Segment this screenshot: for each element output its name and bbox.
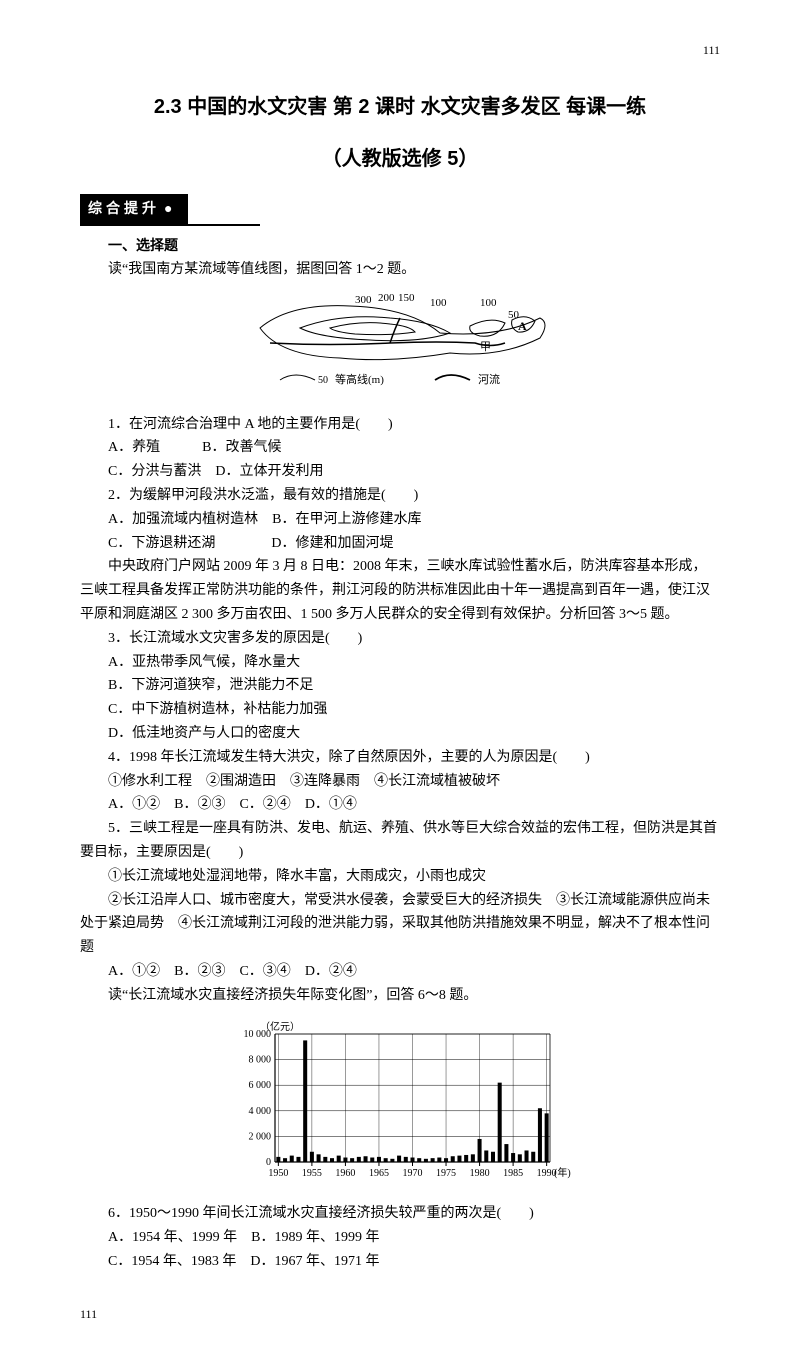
passage2: 中央政府门户网站 2009 年 3 月 8 日电：2008 年末，三峡水库试验性… bbox=[80, 555, 720, 626]
point-A: A bbox=[518, 319, 527, 333]
q6-A: A．1954 年、1999 年 bbox=[108, 1230, 237, 1245]
q3-B: B．下游河道狭窄，泄洪能力不足 bbox=[80, 674, 720, 698]
q4-B: B．②③ bbox=[174, 797, 225, 812]
svg-text:8 000: 8 000 bbox=[249, 1054, 272, 1065]
svg-text:1970: 1970 bbox=[403, 1168, 423, 1179]
q5-D: D．②④ bbox=[305, 964, 357, 979]
page-number-top: 111 bbox=[80, 40, 720, 60]
legend-50: 50 bbox=[318, 375, 328, 386]
svg-text:1960: 1960 bbox=[335, 1168, 355, 1179]
svg-text:4 000: 4 000 bbox=[249, 1105, 272, 1116]
q4-opts: A．①② B．②③ C．②④ D．①④ bbox=[80, 793, 720, 817]
title-sub: （人教版选修 5） bbox=[80, 142, 720, 176]
svg-text:1980: 1980 bbox=[470, 1168, 490, 1179]
svg-text:6 000: 6 000 bbox=[249, 1080, 272, 1091]
q5-item1: ①长江流域地处湿润地带，降水丰富，大雨成灾，小雨也成灾 bbox=[80, 865, 720, 889]
contour-100b: 100 bbox=[480, 297, 497, 309]
q6-B: B．1989 年、1999 年 bbox=[251, 1230, 379, 1245]
q1-opt-row1: A．养殖 B．改善气候 bbox=[80, 436, 720, 460]
q2-D: D．修建和加固河堤 bbox=[271, 536, 393, 551]
contour-200: 200 bbox=[378, 292, 395, 304]
q3-D: D．低洼地资产与人口的密度大 bbox=[80, 722, 720, 746]
q6-opt-row2: C．1954 年、1983 年 D．1967 年、1971 年 bbox=[80, 1250, 720, 1274]
q4-D: D．①④ bbox=[305, 797, 357, 812]
svg-text:1985: 1985 bbox=[503, 1168, 523, 1179]
q2-stem: 2．为缓解甲河段洪水泛滥，最有效的措施是( ) bbox=[80, 484, 720, 508]
q6-stem: 6．1950～1990 年间长江流域水灾直接经济损失较严重的两次是( ) bbox=[80, 1202, 720, 1226]
q6-opt-row1: A．1954 年、1999 年 B．1989 年、1999 年 bbox=[80, 1226, 720, 1250]
svg-text:0: 0 bbox=[266, 1157, 271, 1168]
q5-stem: 5．三峡工程是一座具有防洪、发电、航运、养殖、供水等巨大综合效益的宏伟工程，但防… bbox=[80, 817, 720, 865]
svg-text:2 000: 2 000 bbox=[249, 1131, 272, 1142]
intro3: 读“长江流域水灾直接经济损失年际变化图”，回答 6～8 题。 bbox=[80, 984, 720, 1008]
contour-150: 150 bbox=[398, 292, 415, 304]
q2-C: C．下游退耕还湖 bbox=[108, 536, 215, 551]
q3-A: A．亚热带季风气候，降水量大 bbox=[80, 651, 720, 675]
q5-B: B．②③ bbox=[174, 964, 225, 979]
point-jia: 甲 bbox=[480, 341, 491, 353]
q5-item2: ②长江沿岸人口、城市密度大，常受洪水侵袭，会蒙受巨大的经济损失 ③长江流域能源供… bbox=[80, 889, 720, 960]
section-banner: 综合提升 bbox=[80, 194, 188, 224]
svg-text:1975: 1975 bbox=[436, 1168, 456, 1179]
legend-river: 河流 bbox=[478, 372, 500, 386]
q1-B: B．改善气候 bbox=[202, 440, 281, 455]
svg-text:1965: 1965 bbox=[369, 1168, 389, 1179]
svg-text:1955: 1955 bbox=[302, 1168, 322, 1179]
q2-A: A．加强流域内植树造林 bbox=[108, 512, 258, 527]
q4-C: C．②④ bbox=[239, 797, 290, 812]
intro1: 读“我国南方某流域等值线图，据图回答 1～2 题。 bbox=[80, 258, 720, 282]
q5-A: A．①② bbox=[108, 964, 160, 979]
loss-chart-svg: （亿元）02 0004 0006 0008 00010 000195019551… bbox=[220, 1016, 580, 1186]
q5-opts: A．①② B．②③ C．③④ D．②④ bbox=[80, 960, 720, 984]
q1-stem: 1．在河流综合治理中 A 地的主要作用是( ) bbox=[80, 413, 720, 437]
section1-heading: 一、选择题 bbox=[80, 234, 720, 258]
q2-B: B．在甲河上游修建水库 bbox=[272, 512, 421, 527]
q1-D: D．立体开发利用 bbox=[215, 464, 323, 479]
q2-opt-row2: C．下游退耕还湖 D．修建和加固河堤 bbox=[80, 532, 720, 556]
q6-C: C．1954 年、1983 年 bbox=[108, 1254, 236, 1269]
q4-items: ①修水利工程 ②围湖造田 ③连降暴雨 ④长江流域植被破坏 bbox=[80, 770, 720, 794]
contour-map-svg: 300 200 150 100 100 50 A 甲 50 等高线(m) 河流 bbox=[240, 288, 560, 398]
q1-opt-row2: C．分洪与蓄洪 D．立体开发利用 bbox=[80, 460, 720, 484]
map-figure: 300 200 150 100 100 50 A 甲 50 等高线(m) 河流 bbox=[80, 288, 720, 407]
contour-300: 300 bbox=[355, 294, 372, 306]
legend-contour: 等高线(m) bbox=[335, 372, 384, 386]
chart-figure: （亿元）02 0004 0006 0008 00010 000195019551… bbox=[80, 1016, 720, 1195]
svg-text:1950: 1950 bbox=[268, 1168, 288, 1179]
q1-A: A．养殖 bbox=[108, 440, 160, 455]
contour-100a: 100 bbox=[430, 297, 447, 309]
svg-text:(年): (年) bbox=[554, 1166, 571, 1179]
q3-stem: 3．长江流域水文灾害多发的原因是( ) bbox=[80, 627, 720, 651]
page-number-bottom: 111 bbox=[80, 1304, 720, 1324]
section-banner-wrap: 综合提升 bbox=[80, 194, 260, 226]
q1-C: C．分洪与蓄洪 bbox=[108, 464, 201, 479]
q4-stem: 4．1998 年长江流域发生特大洪灾，除了自然原因外，主要的人为原因是( ) bbox=[80, 746, 720, 770]
title-main: 2.3 中国的水文灾害 第 2 课时 水文灾害多发区 每课一练 bbox=[80, 90, 720, 124]
svg-text:10 000: 10 000 bbox=[244, 1029, 272, 1040]
q4-A: A．①② bbox=[108, 797, 160, 812]
q5-C: C．③④ bbox=[239, 964, 290, 979]
q3-C: C．中下游植树造林，补枯能力加强 bbox=[80, 698, 720, 722]
q2-opt-row1: A．加强流域内植树造林 B．在甲河上游修建水库 bbox=[80, 508, 720, 532]
q6-D: D．1967 年、1971 年 bbox=[250, 1254, 379, 1269]
